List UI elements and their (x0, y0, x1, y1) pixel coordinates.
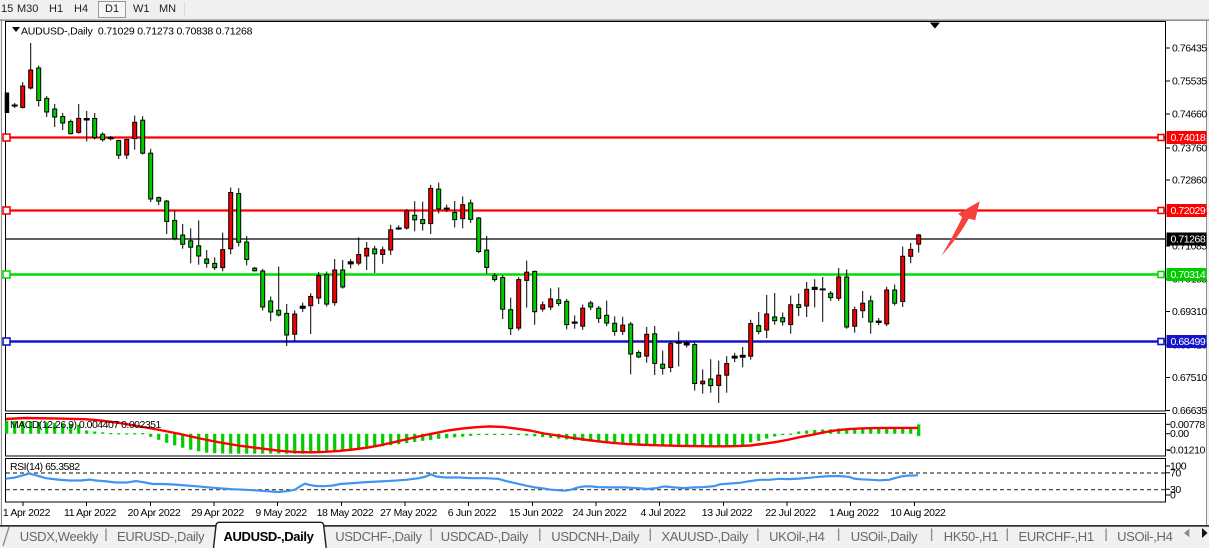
svg-text:0.75535: 0.75535 (1172, 76, 1207, 88)
svg-text:USDCAD-,Daily: USDCAD-,Daily (441, 529, 529, 544)
svg-text:20 Apr 2022: 20 Apr 2022 (128, 507, 181, 519)
svg-text:H4: H4 (74, 3, 88, 15)
svg-text:29 Apr 2022: 29 Apr 2022 (191, 507, 244, 519)
svg-text:24 Jun 2022: 24 Jun 2022 (573, 507, 627, 519)
svg-text:0.00778: 0.00778 (1170, 419, 1205, 431)
svg-text:USDCNH-,Daily: USDCNH-,Daily (551, 529, 640, 544)
svg-text:22 Jul 2022: 22 Jul 2022 (765, 507, 816, 519)
svg-text:1 Apr 2022: 1 Apr 2022 (3, 507, 51, 519)
svg-text:USOil-,Daily: USOil-,Daily (851, 529, 918, 544)
svg-text:0.72029: 0.72029 (1171, 205, 1206, 217)
svg-text:W1: W1 (133, 3, 150, 15)
svg-text:EURCHF-,H1: EURCHF-,H1 (1019, 529, 1094, 544)
svg-text:AUDUSD-,Daily 0.71029 0.71273: AUDUSD-,Daily 0.71029 0.71273 0.70838 0.… (21, 26, 253, 38)
svg-text:0.67510: 0.67510 (1172, 372, 1207, 384)
svg-text:0: 0 (1170, 490, 1176, 502)
svg-text:USDCHF-,Daily: USDCHF-,Daily (335, 529, 422, 544)
svg-text:0.74018: 0.74018 (1171, 132, 1206, 144)
svg-text:0.76435: 0.76435 (1172, 43, 1207, 55)
svg-text:1 Aug 2022: 1 Aug 2022 (829, 507, 879, 519)
svg-text:0.00: 0.00 (1170, 428, 1189, 440)
svg-text:9 May 2022: 9 May 2022 (255, 507, 307, 519)
svg-text:D1: D1 (105, 3, 119, 15)
svg-text:100: 100 (1170, 461, 1187, 473)
svg-text:UKOil-,H4: UKOil-,H4 (769, 529, 824, 544)
svg-text:0.68499: 0.68499 (1171, 336, 1206, 348)
svg-text:11 Apr 2022: 11 Apr 2022 (64, 507, 117, 519)
svg-text:70: 70 (1170, 467, 1181, 479)
svg-text:H1: H1 (49, 3, 63, 15)
svg-text:RSI(14) 65.3582: RSI(14) 65.3582 (10, 461, 80, 473)
svg-text:USDX,Weekly: USDX,Weekly (20, 529, 99, 544)
svg-text:HK50-,H1: HK50-,H1 (944, 529, 998, 544)
svg-text:0.70314: 0.70314 (1171, 269, 1206, 281)
svg-text:0.74660: 0.74660 (1172, 109, 1207, 121)
svg-text:AUDUSD-,Daily: AUDUSD-,Daily (223, 529, 314, 544)
svg-text:M30: M30 (17, 3, 38, 15)
svg-text:XAUUSD-,Daily: XAUUSD-,Daily (661, 529, 748, 544)
svg-text:-0.01210: -0.01210 (1167, 444, 1205, 456)
svg-text:MACD(12,26,9) 0.004407 0.00235: MACD(12,26,9) 0.004407 0.002351 (10, 419, 162, 431)
svg-text:0.69310: 0.69310 (1172, 306, 1207, 318)
svg-text:4 Jul 2022: 4 Jul 2022 (641, 507, 686, 519)
svg-text:13 Jul 2022: 13 Jul 2022 (702, 507, 753, 519)
svg-text:6 Jun 2022: 6 Jun 2022 (448, 507, 497, 519)
svg-text:EURUSD-,Daily: EURUSD-,Daily (117, 529, 205, 544)
svg-text:10 Aug 2022: 10 Aug 2022 (890, 507, 946, 519)
svg-text:18 May 2022: 18 May 2022 (317, 507, 374, 519)
svg-text:0.72860: 0.72860 (1172, 175, 1207, 187)
svg-text:MN: MN (159, 3, 176, 15)
svg-text:USOil-,H4: USOil-,H4 (1117, 529, 1172, 544)
svg-text:15: 15 (1, 3, 13, 15)
svg-text:0.73760: 0.73760 (1172, 143, 1207, 155)
svg-text:15 Jun 2022: 15 Jun 2022 (509, 507, 563, 519)
svg-text:0.66635: 0.66635 (1172, 405, 1207, 417)
svg-text:30: 30 (1170, 484, 1181, 496)
svg-text:0.71268: 0.71268 (1171, 234, 1206, 246)
svg-text:27 May 2022: 27 May 2022 (380, 507, 437, 519)
